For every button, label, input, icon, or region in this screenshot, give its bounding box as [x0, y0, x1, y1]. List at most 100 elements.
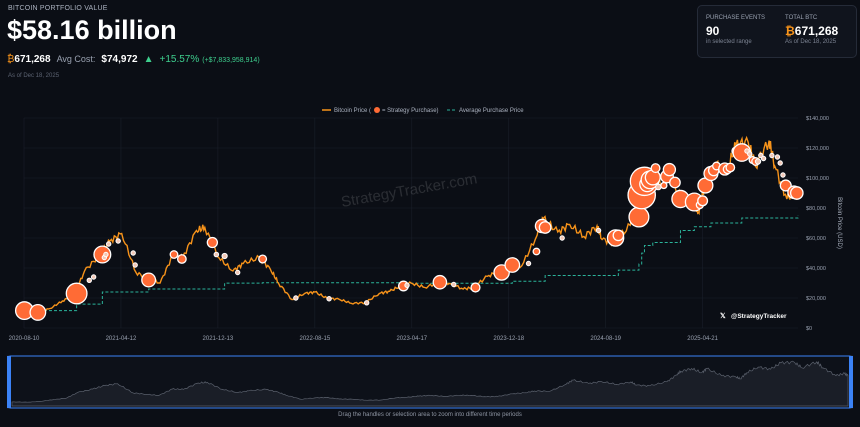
- y-tick-label: $80,000: [806, 206, 826, 212]
- x-tick-label: 2023-04-17: [396, 336, 427, 342]
- stat-title: TOTAL BTC: [785, 15, 818, 21]
- purchase-marker: [213, 251, 220, 258]
- purchase-marker: [612, 229, 625, 242]
- legend-price: Bitcoin Price (: [334, 108, 371, 114]
- purchase-marker: [595, 227, 602, 234]
- purchase-marker: [86, 277, 92, 283]
- purchase-marker: [326, 296, 332, 302]
- stat-total-btc: TOTAL BTC ₿671,268 As of Dec 18, 2025: [785, 15, 838, 57]
- y-tick-label: $60,000: [806, 236, 826, 242]
- as-of-date: As of Dec 18, 2025: [8, 73, 60, 79]
- avg-cost-value: $74,972: [101, 54, 138, 65]
- x-tick-label: 2020-08-10: [9, 336, 40, 342]
- purchase-marker: [725, 162, 736, 173]
- bitcoin-icon: ₿: [7, 54, 15, 65]
- stat-sub: in selected range: [706, 39, 752, 45]
- y-tick-label: $120,000: [806, 146, 829, 152]
- portfolio-value: $58.16 billion: [7, 15, 177, 45]
- purchase-marker: [90, 274, 97, 280]
- twitter-handle: 𝕏 @StrategyTracker: [720, 312, 787, 320]
- x-logo-icon: 𝕏: [720, 312, 726, 320]
- purchase-marker: [660, 181, 668, 190]
- y-axis-label: Bitcoin Price (USD): [836, 197, 842, 249]
- purchase-marker: [141, 272, 157, 288]
- purchase-marker: [525, 260, 532, 267]
- purchase-marker: [130, 250, 136, 256]
- purchase-marker: [662, 162, 677, 177]
- purchase-marker: [65, 282, 88, 305]
- purchase-marker: [176, 254, 187, 264]
- purchase-marker: [29, 303, 47, 321]
- watermark: StrategyTracker.com: [340, 170, 479, 211]
- legend-purchase-swatch: [374, 107, 380, 113]
- y-tick-label: $140,000: [806, 116, 829, 122]
- purchase-marker: [789, 186, 804, 200]
- purchase-marker: [628, 206, 650, 228]
- legend-purchase: = Strategy Purchase): [382, 108, 439, 114]
- change-usd: (+$7,833,958,914): [202, 57, 260, 64]
- y-tick-label: $20,000: [806, 296, 826, 302]
- y-tick-label: $100,000: [806, 176, 829, 182]
- handle-text: @StrategyTracker: [731, 313, 787, 320]
- purchase-marker: [780, 172, 786, 178]
- btc-amount: 671,268: [14, 54, 51, 65]
- purchase-marker: [432, 274, 448, 290]
- purchase-marker: [451, 281, 457, 288]
- purchase-marker: [754, 158, 762, 165]
- purchase-marker: [470, 282, 481, 293]
- minimap-right-handle[interactable]: [849, 356, 853, 408]
- purchase-marker: [206, 236, 219, 249]
- purchase-marker: [169, 250, 179, 259]
- x-tick-label: 2021-12-13: [203, 336, 234, 342]
- purchase-marker: [293, 295, 299, 301]
- x-tick-label: 2023-12-18: [493, 336, 524, 342]
- purchase-marker: [774, 154, 781, 160]
- purchase-marker: [760, 155, 767, 162]
- purchase-marker: [132, 262, 138, 268]
- purchase-marker: [103, 251, 109, 258]
- stat-value: 671,268: [794, 24, 839, 38]
- purchase-marker: [532, 247, 541, 256]
- legend: Bitcoin Price ( = Strategy Purchase) Ave…: [322, 107, 524, 114]
- purchase-marker: [221, 252, 228, 260]
- purchase-marker: [404, 282, 410, 288]
- x-tick-label: 2024-08-19: [590, 336, 621, 342]
- summary-row: ₿671,268 Avg Cost: $74,972 ▲ +15.57% (+$…: [7, 54, 260, 65]
- y-tick-label: $0: [806, 326, 812, 332]
- purchase-marker: [363, 300, 370, 306]
- minimap-hint: Drag the handles or selection area to zo…: [338, 412, 522, 418]
- purchase-marker: [105, 241, 112, 247]
- legend-avg: Average Purchase Price: [459, 108, 524, 114]
- purchase-marker: [669, 176, 681, 189]
- purchase-marker: [747, 151, 753, 157]
- purchase-marker: [538, 221, 552, 234]
- purchase-marker: [779, 179, 792, 192]
- bitcoin-price-line: [23, 135, 799, 313]
- avg-cost-label: Avg Cost:: [56, 54, 96, 64]
- stat-sub: As of Dec 18, 2025: [785, 39, 837, 45]
- minimap-area: [11, 360, 849, 407]
- stat-title: PURCHASE EVENTS: [706, 15, 766, 21]
- x-tick-label: 2025-04-21: [687, 336, 718, 342]
- triangle-up-icon: ▲: [143, 54, 154, 65]
- x-tick-label: 2021-04-12: [106, 336, 137, 342]
- x-tick-label: 2022-08-15: [299, 336, 330, 342]
- portfolio-label: BITCOIN PORTFOLIO VALUE: [8, 5, 108, 12]
- purchase-marker: [769, 152, 775, 159]
- purchase-marker: [258, 254, 268, 264]
- y-tick-label: $40,000: [806, 266, 826, 272]
- minimap[interactable]: [7, 355, 853, 409]
- stats-card: PURCHASE EVENTS 90 in selected range TOT…: [697, 5, 857, 58]
- purchase-marker: [559, 235, 565, 241]
- purchase-marker: [504, 257, 521, 273]
- change-pct: +15.57%: [159, 54, 200, 65]
- average-price-line: [24, 215, 799, 312]
- stat-value: 90: [706, 24, 720, 38]
- minimap-left-handle[interactable]: [7, 356, 11, 408]
- purchase-marker: [650, 163, 661, 174]
- stat-purchase-events: PURCHASE EVENTS 90 in selected range: [706, 15, 765, 57]
- purchase-marker: [234, 269, 241, 276]
- bitcoin-icon: ₿: [785, 24, 795, 38]
- purchase-marker: [697, 195, 709, 207]
